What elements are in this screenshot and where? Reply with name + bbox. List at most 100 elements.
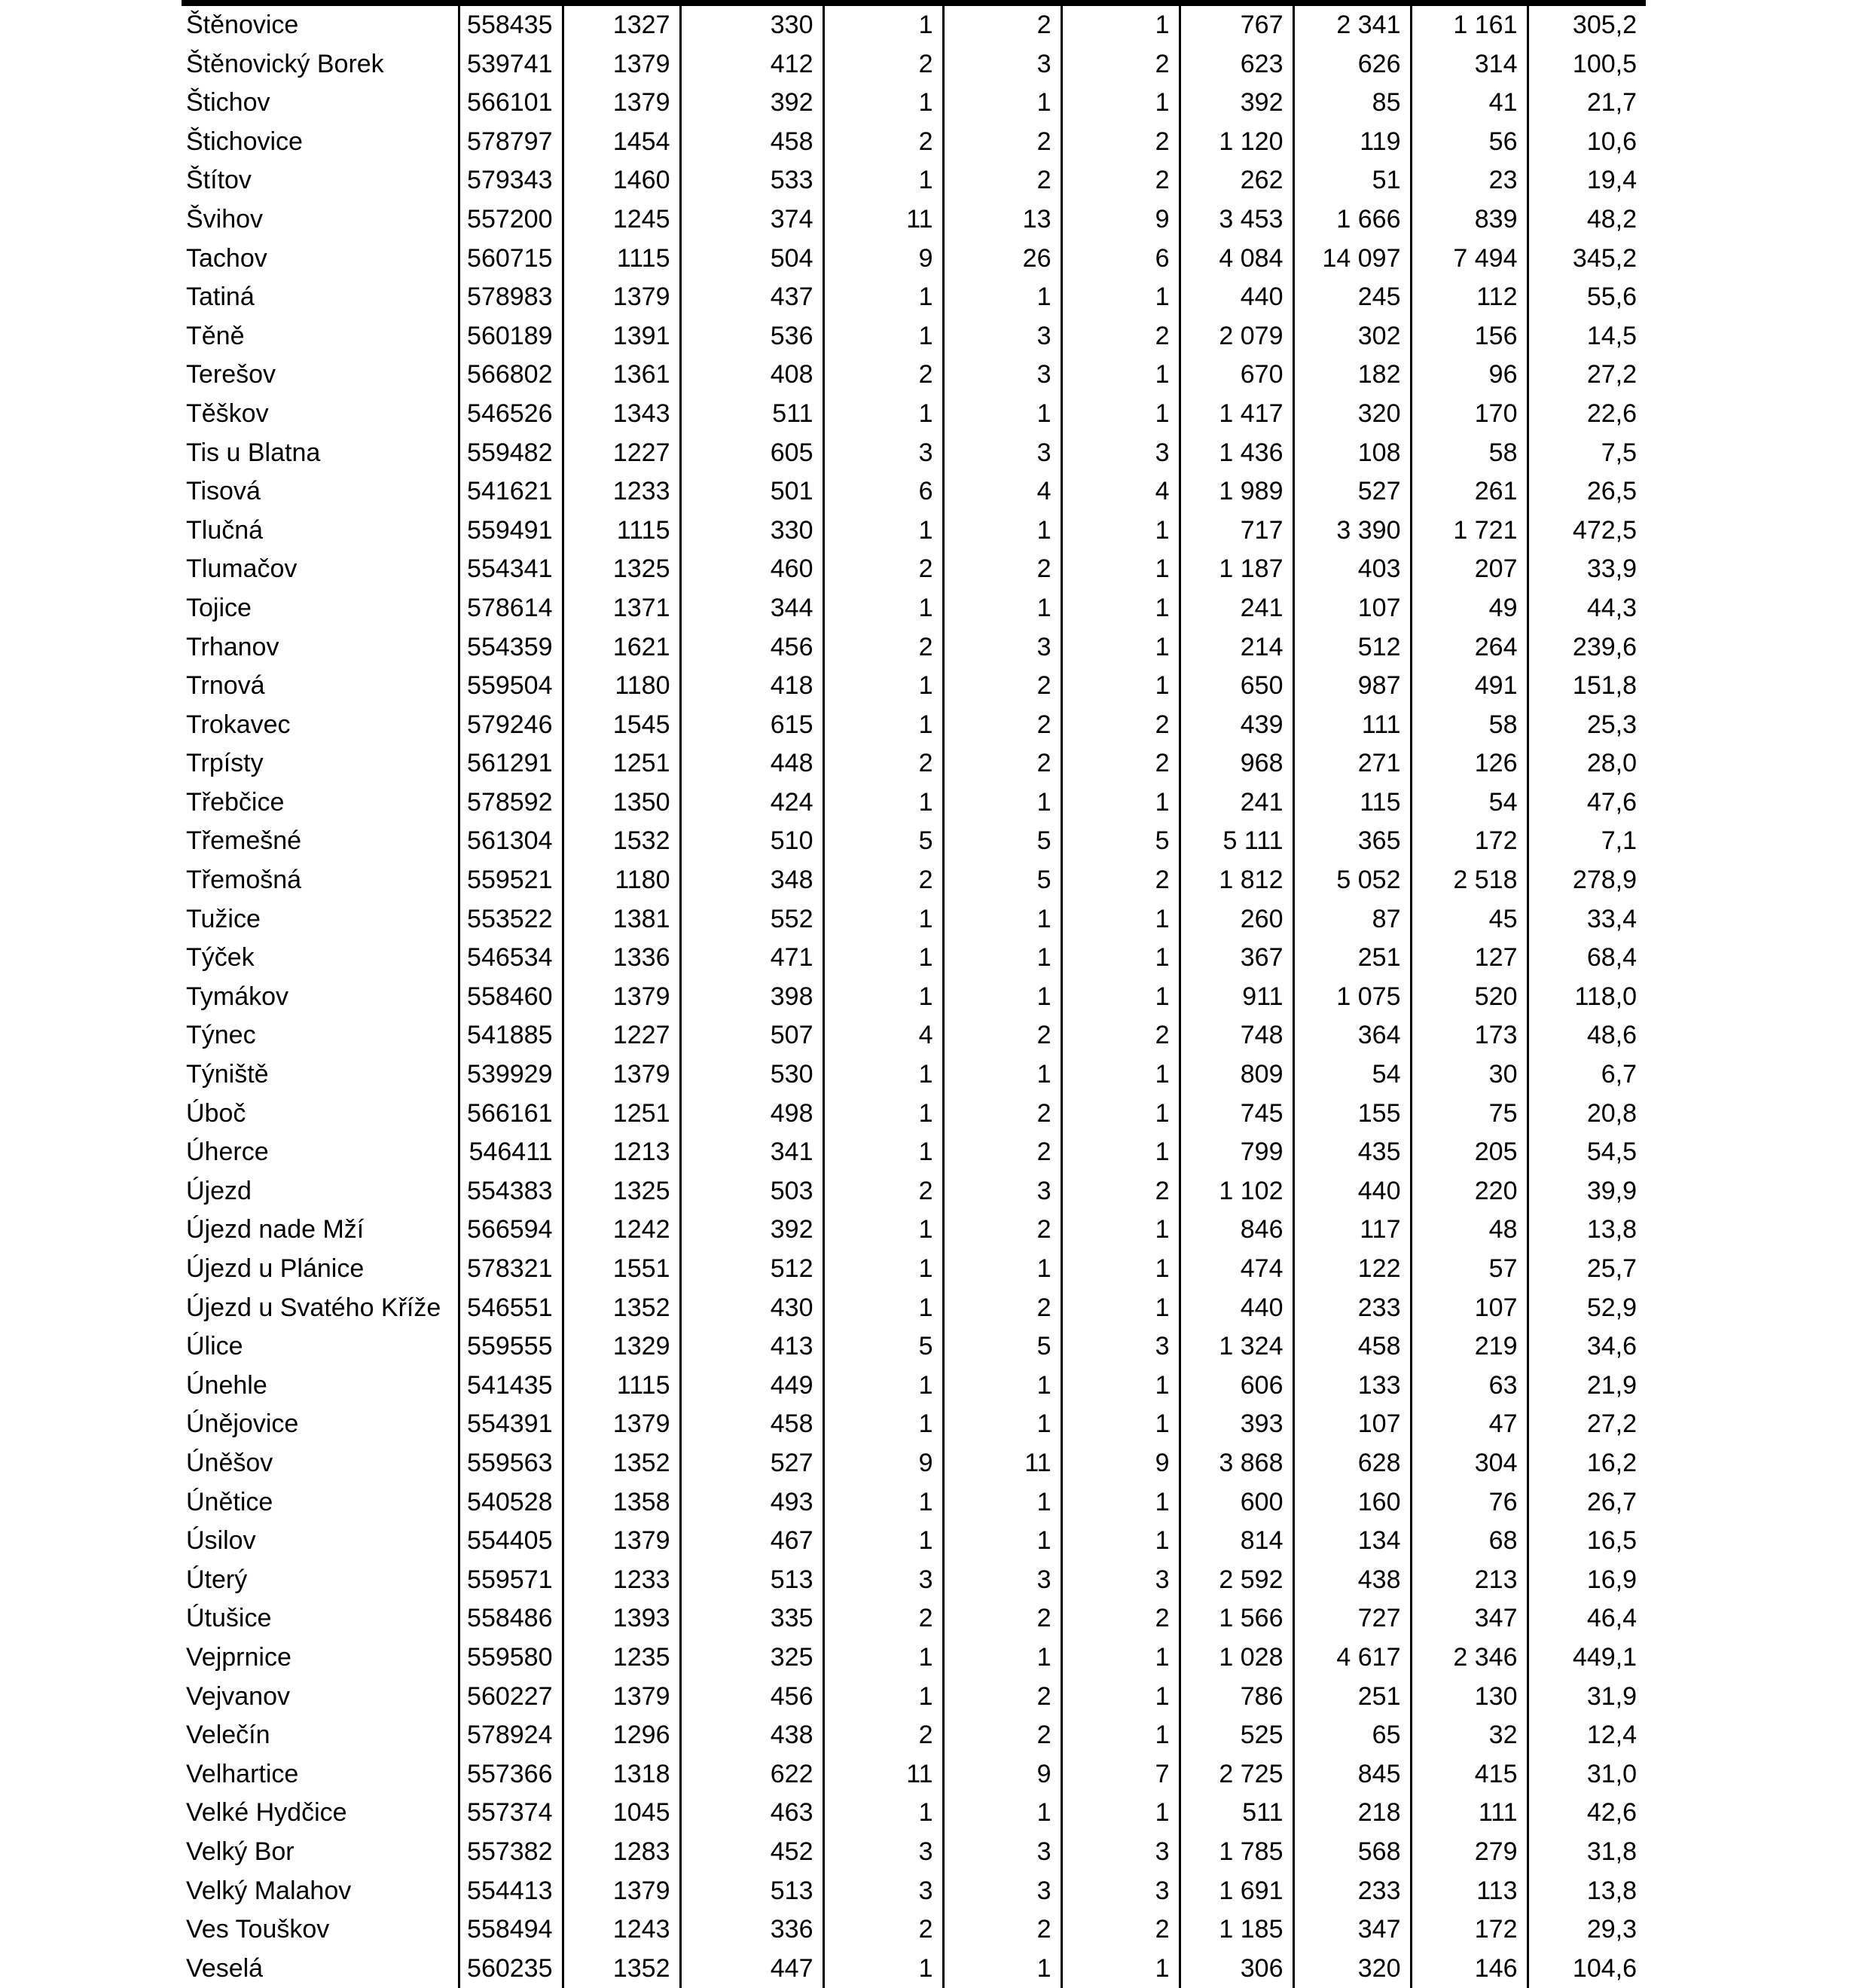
cell-col-11: 239,6 <box>1526 628 1646 667</box>
cell-col-10: 41 <box>1409 84 1528 123</box>
table-row: Velhartice 557366 1318 622 11 9 7 2 725 845 415 31… <box>182 1754 1646 1794</box>
cell-code: 579246 <box>457 705 563 745</box>
cell-col-7: 1 <box>1060 939 1180 978</box>
cell-col-7: 1 <box>1060 1055 1180 1095</box>
cell-name: Újezd u Plánice <box>186 1254 365 1283</box>
table-row: Únehle 541435 1115 449 1 1 1 606 133 63 21,9 <box>182 1366 1646 1406</box>
cell-col-7: 2 <box>1060 1016 1180 1056</box>
cell-col-10: 261 <box>1409 472 1528 512</box>
cell-col-5: 3 <box>822 433 943 473</box>
table-row: Únějovice 554391 1379 458 1 1 1 393 107 47 27,2 <box>182 1405 1646 1444</box>
cell-col-11: 31,8 <box>1526 1832 1646 1872</box>
cell-col-8: 745 <box>1178 1094 1293 1134</box>
cell-col-5: 1 <box>822 939 943 978</box>
cell-name: Veselá <box>186 1953 264 1983</box>
cell-col-10: 127 <box>1409 939 1528 978</box>
cell-name: Úněšov <box>186 1448 273 1477</box>
cell-col-10: 213 <box>1409 1560 1528 1600</box>
cell-col-4: 374 <box>679 200 823 240</box>
cell-col-11: 46,4 <box>1526 1599 1646 1638</box>
cell-col-7: 6 <box>1060 239 1180 279</box>
cell-col-8: 717 <box>1178 511 1293 551</box>
cell-code: 557366 <box>457 1754 563 1794</box>
cell-col-4: 452 <box>679 1832 823 1872</box>
cell-col-8: 3 868 <box>1178 1443 1293 1483</box>
cell-code: 539741 <box>457 44 563 84</box>
cell-col-8: 5 111 <box>1178 822 1293 862</box>
table-row: Újezd 554383 1325 503 2 3 2 1 102 440 220 39,9 <box>182 1171 1646 1211</box>
cell-col-9: 51 <box>1292 161 1411 200</box>
cell-col-8: 392 <box>1178 84 1293 123</box>
cell-col-3: 1381 <box>561 899 680 939</box>
cell-col-4: 424 <box>679 783 823 823</box>
cell-col-3: 1379 <box>561 1522 680 1561</box>
cell-code: 578592 <box>457 783 563 823</box>
cell-col-9: 245 <box>1292 278 1411 317</box>
cell-col-6: 1 <box>942 1405 1061 1444</box>
cell-col-7: 2 <box>1060 705 1180 745</box>
cell-col-3: 1350 <box>561 783 680 823</box>
cell-col-5: 1 <box>822 667 943 706</box>
cell-col-3: 1227 <box>561 433 680 473</box>
cell-col-4: 413 <box>679 1327 823 1367</box>
cell-col-3: 1358 <box>561 1483 680 1522</box>
table-row: Ves Touškov 558494 1243 336 2 2 2 1 185 347 172 29… <box>182 1910 1646 1950</box>
cell-col-4: 408 <box>679 356 823 395</box>
cell-code: 554383 <box>457 1171 563 1211</box>
cell-name: Útušice <box>186 1604 272 1633</box>
cell-col-3: 1115 <box>561 239 680 279</box>
cell-code: 578797 <box>457 122 563 162</box>
cell-col-9: 54 <box>1292 1055 1411 1095</box>
table-row: Újezd nade Mží 566594 1242 392 1 2 1 846 117 48 13… <box>182 1211 1646 1250</box>
cell-code: 554405 <box>457 1522 563 1561</box>
cell-col-4: 448 <box>679 744 823 783</box>
table-row: Úterý 559571 1233 513 3 3 3 2 592 438 213 16,9 <box>182 1560 1646 1600</box>
cell-col-3: 1460 <box>561 161 680 200</box>
cell-name: Velký Malahov <box>186 1876 352 1905</box>
cell-col-11: 28,0 <box>1526 744 1646 783</box>
cell-col-8: 1 566 <box>1178 1599 1293 1638</box>
cell-col-6: 2 <box>942 550 1061 589</box>
cell-col-8: 911 <box>1178 977 1293 1017</box>
cell-col-4: 467 <box>679 1522 823 1561</box>
cell-col-6: 3 <box>942 356 1061 395</box>
cell-col-9: 117 <box>1292 1211 1411 1250</box>
cell-col-4: 335 <box>679 1599 823 1638</box>
cell-col-7: 1 <box>1060 1716 1180 1755</box>
cell-col-6: 5 <box>942 822 1061 862</box>
cell-name: Velký Bor <box>186 1837 295 1866</box>
table-row: Trpísty 561291 1251 448 2 2 2 968 271 126 28,0 <box>182 744 1646 783</box>
cell-col-5: 3 <box>822 1871 943 1911</box>
cell-col-8: 2 592 <box>1178 1560 1293 1600</box>
cell-code: 560235 <box>457 1949 563 1988</box>
cell-col-5: 1 <box>822 1794 943 1833</box>
cell-col-6: 2 <box>942 667 1061 706</box>
cell-col-6: 3 <box>942 433 1061 473</box>
cell-col-10: 170 <box>1409 394 1528 434</box>
cell-col-10: 314 <box>1409 44 1528 84</box>
table-row: Třemešné 561304 1532 510 5 5 5 5 111 365 172 7,1 <box>182 822 1646 862</box>
cell-name: Úlice <box>186 1332 243 1361</box>
cell-col-8: 262 <box>1178 161 1293 200</box>
cell-col-5: 11 <box>822 200 943 240</box>
cell-col-3: 1180 <box>561 667 680 706</box>
cell-col-11: 34,6 <box>1526 1327 1646 1367</box>
cell-col-7: 2 <box>1060 316 1180 356</box>
cell-col-3: 1245 <box>561 200 680 240</box>
cell-col-5: 1 <box>822 1211 943 1250</box>
cell-name: Únějovice <box>186 1409 299 1439</box>
cell-col-6: 13 <box>942 200 1061 240</box>
cell-col-8: 623 <box>1178 44 1293 84</box>
cell-code: 554391 <box>457 1405 563 1444</box>
cell-col-7: 2 <box>1060 1910 1180 1950</box>
cell-col-6: 1 <box>942 1638 1061 1678</box>
cell-col-8: 4 084 <box>1178 239 1293 279</box>
cell-col-3: 1361 <box>561 356 680 395</box>
cell-col-10: 48 <box>1409 1211 1528 1250</box>
cell-col-3: 1296 <box>561 1716 680 1755</box>
cell-col-7: 9 <box>1060 1443 1180 1483</box>
cell-col-9: 271 <box>1292 744 1411 783</box>
cell-col-6: 2 <box>942 1288 1061 1328</box>
cell-col-11: 14,5 <box>1526 316 1646 356</box>
cell-col-10: 58 <box>1409 433 1528 473</box>
